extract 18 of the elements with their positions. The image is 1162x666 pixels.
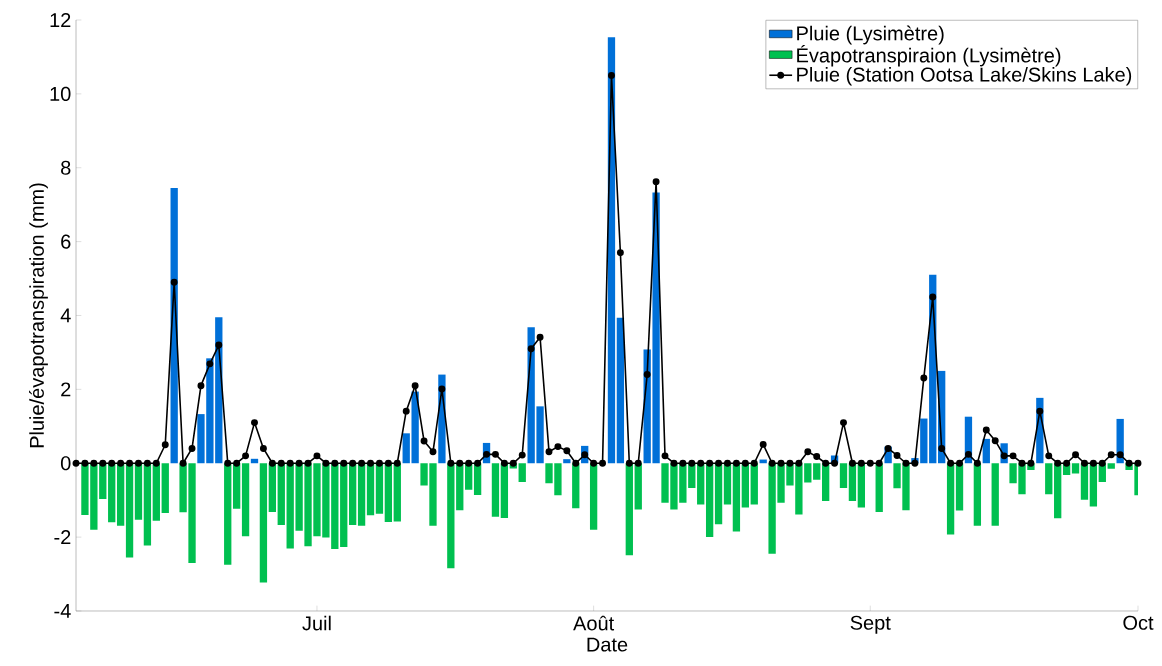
y-tick-label: -2 (54, 530, 71, 545)
y-tick-label: 6 (61, 234, 71, 249)
x-tick-label: Août (573, 615, 615, 631)
legend-label: Évapotranspiraion (Lysimètre) (797, 44, 1061, 67)
x-tick-label: Sept (850, 615, 891, 634)
x-axis-title: Date (587, 637, 628, 652)
y-tick-label: 4 (60, 308, 71, 323)
legend-label: Pluie (Lysimètre) (797, 25, 944, 45)
y-tick-label: 2 (61, 382, 71, 397)
x-tick-label: Oct (1123, 615, 1154, 630)
y-tick-label: 0 (60, 456, 71, 471)
legend-label: Pluie (Station Ootsa Lake/Skins Lake) (797, 66, 1132, 86)
y-tick-label: 10 (50, 86, 71, 101)
y-axis-title: Pluie/évapotranspiration (mm) (29, 183, 48, 448)
x-tick-label: Juil (302, 615, 331, 631)
y-tick-label: 8 (61, 160, 71, 175)
y-tick-label: 12 (50, 13, 71, 27)
y-tick-label: -4 (54, 604, 71, 618)
